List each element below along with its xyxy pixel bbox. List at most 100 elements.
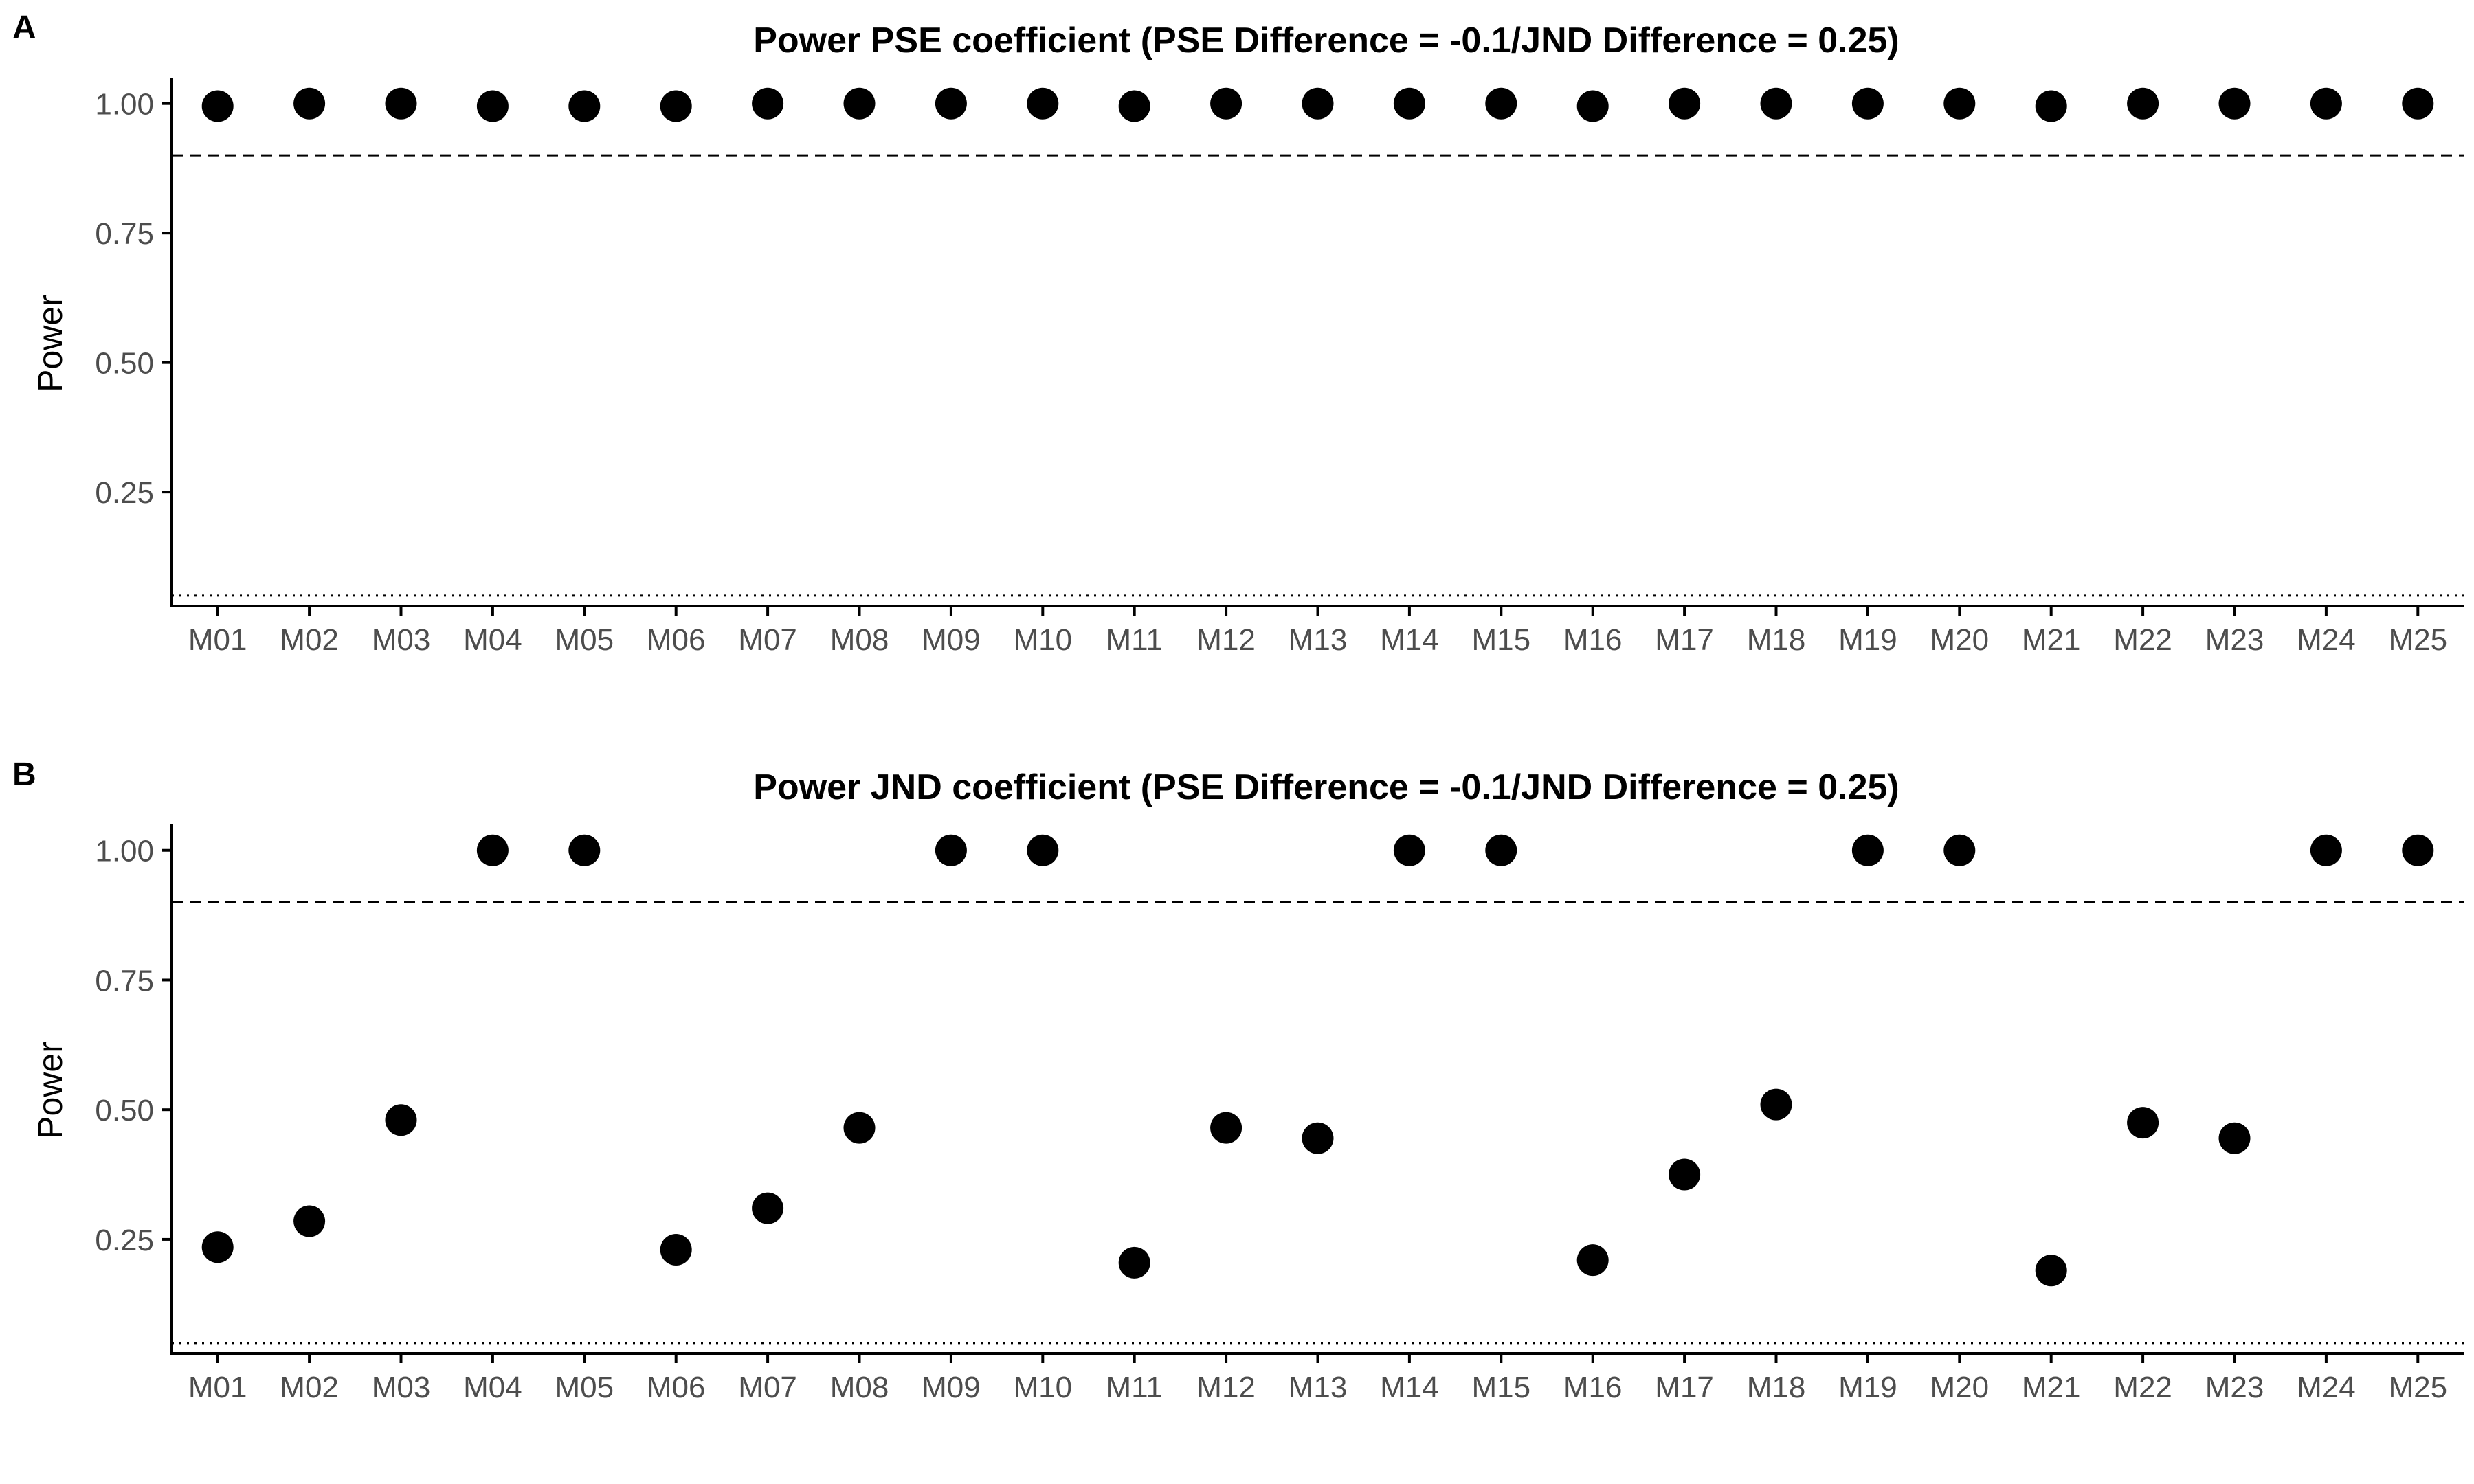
panel-b-x-tick-label: M22 (2113, 1371, 2172, 1404)
panel-b-y-tick-label: 0.50 (95, 1094, 154, 1127)
panel-a-y-tick-label: 0.25 (95, 476, 154, 510)
panel-a-title: Power PSE coefficient (PSE Difference = … (753, 21, 1899, 60)
panel-a-data-point-m21 (2035, 90, 2067, 122)
panel-a-x-tick-label: M18 (1747, 623, 1806, 657)
panel-b-x-tick-label: M05 (555, 1371, 614, 1404)
panel-b-y-tick-label: 1.00 (95, 835, 154, 868)
panel-a-x-tick-label: M11 (1106, 623, 1163, 657)
panel-b-data-point-m02 (293, 1205, 326, 1237)
panel-a-data-point-m23 (2218, 87, 2251, 120)
panel-b-x-tick-label: M04 (463, 1371, 522, 1404)
panel-b-x-tick-label: M09 (922, 1371, 981, 1404)
panel-b-y-tick-label: 0.75 (95, 964, 154, 998)
panel-a-data-point-m18 (1760, 87, 1792, 120)
panel-b-data-point-m07 (752, 1192, 784, 1224)
panel-a: A Power PSE coefficient (PSE Difference … (12, 10, 2464, 657)
panel-b-title: Power JND coefficient (PSE Difference = … (753, 767, 1899, 807)
panel-b-x-tick-label: M10 (1014, 1371, 1073, 1404)
panel-a-data-point-m20 (1943, 87, 1976, 120)
panel-b-x-tick-label: M17 (1655, 1371, 1714, 1404)
panel-b-x-tick-label: M07 (738, 1371, 797, 1404)
panel-b-data-point-m21 (2035, 1255, 2067, 1287)
panel-a-data-point-m14 (1393, 87, 1425, 120)
panel-a-y-tick-label: 1.00 (95, 88, 154, 122)
panel-a-x-tick-label: M12 (1196, 623, 1256, 657)
panel-a-data-point-m12 (1210, 87, 1242, 120)
panel-a-y-tick-label: 0.75 (95, 217, 154, 251)
panel-a-x-tick-label: M25 (2389, 623, 2448, 657)
panel-b-x-tick-label: M15 (1472, 1371, 1531, 1404)
panel-b-data-point-m11 (1118, 1246, 1150, 1279)
panel-b-x-tick-label: M03 (372, 1371, 431, 1404)
panel-a-x-tick-label: M19 (1838, 623, 1897, 657)
panel-b-y-tick-label: 0.25 (95, 1224, 154, 1257)
panel-b-x-tick-label: M12 (1196, 1371, 1256, 1404)
panel-b-data-point-m25 (2402, 834, 2434, 866)
panel-a-x-tick-label: M02 (280, 623, 339, 657)
panel-b-data-point-m22 (2127, 1107, 2159, 1139)
panel-a-data-point-m13 (1302, 87, 1334, 120)
panel-a-data-point-m06 (660, 90, 692, 122)
panel-b-data-point-m18 (1760, 1088, 1792, 1121)
panel-b-x-tick-label: M13 (1289, 1371, 1348, 1404)
panel-b-data-point-m08 (843, 1112, 876, 1144)
panel-a-data-point-m24 (2310, 87, 2342, 120)
panel-b-x-tick-label: M14 (1380, 1371, 1439, 1404)
panel-b-data-point-m17 (1669, 1158, 1701, 1191)
panel-b-x-tick-label: M06 (647, 1371, 706, 1404)
panel-a-data-point-m04 (476, 90, 509, 122)
panel-b-data-point-m19 (1851, 834, 1884, 866)
panel-b-data-point-m10 (1027, 834, 1059, 866)
panel-a-data-point-m01 (201, 90, 234, 122)
panel-b-x-tick-label: M08 (830, 1371, 889, 1404)
panel-a-x-tick-label: M13 (1289, 623, 1348, 657)
panel-a-x-tick-label: M21 (2022, 623, 2081, 657)
panel-a-x-tick-label: M01 (188, 623, 247, 657)
panel-a-data-point-m16 (1576, 90, 1609, 122)
panel-a-data-point-m17 (1669, 87, 1701, 120)
panel-a-data-point-m25 (2402, 87, 2434, 120)
panel-a-x-tick-label: M15 (1472, 623, 1531, 657)
panel-a-data-point-m19 (1851, 87, 1884, 120)
panel-b-data-point-m12 (1210, 1112, 1242, 1144)
panel-a-data-point-m07 (752, 87, 784, 120)
panel-b-x-tick-label: M01 (188, 1371, 247, 1404)
panel-b-x-tick-label: M19 (1838, 1371, 1897, 1404)
panel-b-data-point-m13 (1302, 1122, 1334, 1154)
panel-a-x-tick-label: M09 (922, 623, 981, 657)
panel-a-label: A (12, 10, 36, 46)
panel-a-x-tick-label: M10 (1014, 623, 1073, 657)
panel-a-x-tick-label: M16 (1563, 623, 1623, 657)
panel-b-data-point-m09 (935, 834, 967, 866)
panel-b-x-tick-label: M16 (1563, 1371, 1623, 1404)
panel-a-y-axis-label: Power (31, 295, 69, 392)
panel-a-data-point-m22 (2127, 87, 2159, 120)
panel-a-x-tick-label: M14 (1380, 623, 1439, 657)
panel-a-x-tick-label: M17 (1655, 623, 1714, 657)
panel-b-x-tick-label: M24 (2297, 1371, 2356, 1404)
panel-b-data-point-m03 (385, 1104, 417, 1136)
panel-b-x-tick-label: M11 (1106, 1371, 1163, 1404)
panel-a-y-tick-label: 0.50 (95, 347, 154, 381)
panel-b-x-tick-label: M23 (2205, 1371, 2264, 1404)
panel-b-x-tick-label: M21 (2022, 1371, 2081, 1404)
panel-b-data-point-m16 (1576, 1244, 1609, 1277)
panel-b-x-tick-label: M02 (280, 1371, 339, 1404)
panel-b-x-tick-label: M18 (1747, 1371, 1806, 1404)
panel-a-data-point-m08 (843, 87, 876, 120)
panel-a-data-point-m15 (1485, 87, 1517, 120)
panel-a-x-tick-label: M22 (2113, 623, 2172, 657)
panel-a-x-tick-label: M24 (2297, 623, 2356, 657)
panel-a-data-point-m10 (1027, 87, 1059, 120)
panel-a-data-point-m03 (385, 87, 417, 120)
panel-b-x-tick-label: M25 (2389, 1371, 2448, 1404)
panel-b-data-point-m04 (476, 834, 509, 866)
panel-a-data-point-m09 (935, 87, 967, 120)
panel-b-data-point-m24 (2310, 834, 2342, 866)
panel-b-data-point-m05 (568, 834, 601, 866)
panel-a-data-point-m02 (293, 87, 326, 120)
panel-b-data-point-m06 (660, 1234, 692, 1266)
panel-b-data-point-m01 (201, 1231, 234, 1263)
